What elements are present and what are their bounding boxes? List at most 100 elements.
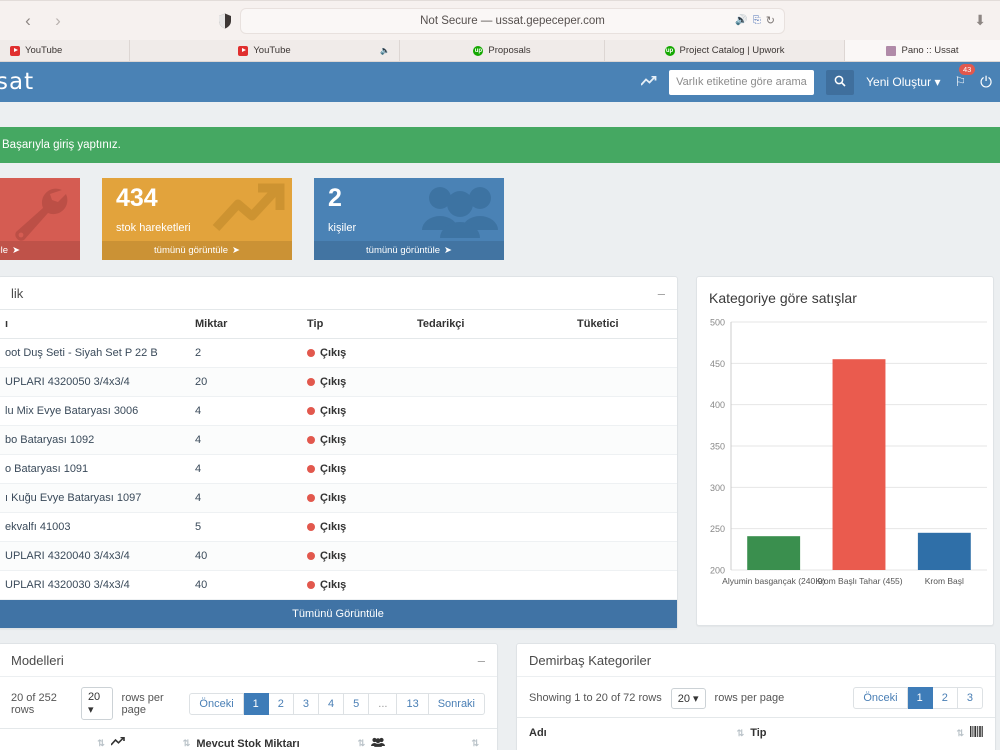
barcode-icon[interactable]	[970, 726, 983, 740]
mute-icon[interactable]: 🔈	[380, 46, 390, 55]
page-next[interactable]: Sonraki	[428, 692, 485, 715]
browser-tab[interactable]: YouTube 🔈	[130, 40, 400, 61]
pano-favicon	[886, 45, 897, 56]
cell-type-label: Çıkış	[320, 376, 347, 388]
sort-icon[interactable]: ⇅	[357, 738, 366, 748]
collapse-icon[interactable]: –	[477, 652, 485, 668]
cell-type: Çıkış	[301, 570, 411, 600]
forward-icon[interactable]: ›	[55, 11, 61, 30]
browser-tab[interactable]: up Project Catalog | Upwork	[605, 40, 845, 61]
trend-up-icon[interactable]	[640, 75, 657, 90]
page-1[interactable]: 1	[243, 692, 269, 715]
col-adi[interactable]: Adı	[529, 727, 547, 739]
table-row[interactable]: UPLARI 4320030 3/4x3/4 40 Çıkış	[0, 570, 677, 600]
table-row[interactable]: ı Kuğu Evye Bataryası 1097 4 Çıkış	[0, 483, 677, 513]
cell-supplier	[411, 367, 571, 397]
table-row[interactable]: bo Bataryası 1092 4 Çıkış	[0, 425, 677, 455]
back-icon[interactable]: ‹	[25, 11, 31, 30]
browser-toolbar: ‹ › Not Secure — ussat.gepeceper.com 🔊 ⎘…	[0, 0, 1000, 40]
search-input[interactable]	[669, 69, 815, 95]
cell-name[interactable]: bo Bataryası 1092	[0, 425, 189, 455]
stat-card-people[interactable]: 2 kişiler tümünü görüntüle ➤	[314, 178, 504, 260]
page-5[interactable]: 5	[344, 692, 370, 715]
cell-name[interactable]: o Bataryası 1091	[0, 454, 189, 484]
trend-up-icon[interactable]	[110, 736, 125, 750]
stat-card-stock-moves[interactable]: 434 stok hareketleri tümünü görüntüle ➤	[102, 178, 292, 260]
col-quantity[interactable]: Miktar	[189, 309, 301, 339]
collapse-icon[interactable]: –	[657, 285, 665, 301]
table-body: oot Duş Seti - Siyah Set P 22 B 2 Çıkış …	[0, 338, 677, 600]
page-2[interactable]: 2	[932, 687, 958, 709]
cell-supplier	[411, 338, 571, 368]
table-row[interactable]: UPLARI 4320040 3/4x3/4 40 Çıkış	[0, 541, 677, 571]
notifications-flag[interactable]: ⚐ 43	[952, 64, 975, 91]
cell-name[interactable]: lu Mix Evye Bataryası 3006	[0, 396, 189, 426]
pagination: Önceki 1 2 3 4 5 ... 13 Sonraki	[189, 692, 485, 715]
cell-name[interactable]: ı Kuğu Evye Bataryası 1097	[0, 483, 189, 513]
arrow-circle-right-icon: ➤	[12, 245, 21, 256]
cell-name[interactable]: UPLARI 4320040 3/4x3/4	[0, 541, 189, 571]
cell-name[interactable]: ekvalfı 41003	[0, 512, 189, 542]
people-icon[interactable]	[371, 737, 386, 750]
page-2[interactable]: 2	[268, 692, 294, 715]
col-current-stock[interactable]: Mevcut Stok Miktarı	[196, 737, 300, 750]
cell-name[interactable]: UPLARI 4320030 3/4x3/4	[0, 570, 189, 600]
col-consumer[interactable]: Tüketici	[571, 309, 677, 339]
cell-name[interactable]: UPLARI 4320050 3/4x3/4	[0, 367, 189, 397]
stat-label: stok hareketleri	[116, 222, 191, 234]
reload-icon[interactable]: ↻	[765, 15, 775, 27]
col-type[interactable]: Tip	[301, 309, 411, 339]
url-action-icons: 🔊 ⎘ ↻	[735, 14, 775, 27]
table-row[interactable]: o Bataryası 1091 4 Çıkış	[0, 454, 677, 484]
translate-icon[interactable]: ⎘	[752, 15, 761, 26]
chart-area: 200 250 300 350 400 450 500 Alyumin basgançak (…	[697, 312, 993, 602]
cell-quantity: 4	[189, 454, 301, 484]
rows-per-page-select[interactable]: 20 ▾	[80, 687, 113, 720]
sort-icon[interactable]: ⇅	[471, 738, 479, 748]
table-row[interactable]: UPLARI 4320050 3/4x3/4 20 Çıkış	[0, 367, 677, 397]
stat-card-models[interactable]: modelleri ünü görüntüle ➤	[0, 178, 80, 260]
table-row[interactable]: oot Duş Seti - Siyah Set P 22 B 2 Çıkış	[0, 338, 677, 368]
table-head: ı Miktar Tip Tedarikçi Tüketici	[0, 309, 677, 339]
brand-logo[interactable]: sat	[0, 69, 35, 95]
search-button[interactable]	[826, 69, 855, 95]
table-row[interactable]: lu Mix Evye Bataryası 3006 4 Çıkış	[0, 396, 677, 426]
create-new-button[interactable]: Yeni Oluştur ▾	[866, 75, 940, 89]
bar-chart[interactable]: 200 250 300 350 400 450 500 Alyumin basgançak (…	[697, 312, 989, 600]
col-name[interactable]: ı	[0, 309, 189, 339]
downloads-icon[interactable]: ⬇	[974, 12, 986, 28]
cell-name[interactable]: oot Duş Seti - Siyah Set P 22 B	[0, 338, 189, 368]
page-13[interactable]: 13	[397, 692, 429, 715]
cell-quantity: 4	[189, 396, 301, 426]
view-all-button[interactable]: Tümünü Görüntüle	[0, 600, 677, 628]
url-input[interactable]: Not Secure — ussat.gepeceper.com 🔊 ⎘ ↻	[240, 7, 785, 34]
sort-icon[interactable]: ⇅	[182, 738, 191, 748]
sort-icon[interactable]: ⇅	[956, 727, 964, 738]
stat-footer-label: tümünü görüntüle	[366, 245, 440, 256]
browser-tab[interactable]: up Proposals	[400, 40, 605, 61]
table-row[interactable]: ekvalfı 41003 5 Çıkış	[0, 512, 677, 542]
cell-consumer	[571, 367, 677, 397]
stat-footer-link[interactable]: ünü görüntüle ➤	[0, 241, 80, 260]
rows-per-page-select[interactable]: 20 ▾	[670, 687, 706, 709]
power-icon[interactable]: ⏻	[980, 73, 992, 91]
page-prev[interactable]: Önceki	[853, 687, 908, 709]
upwork-favicon: up	[473, 45, 484, 56]
stat-footer-link[interactable]: tümünü görüntüle ➤	[102, 241, 292, 260]
col-supplier[interactable]: Tedarikçi	[411, 309, 571, 339]
page-3[interactable]: 3	[293, 692, 320, 715]
sort-icon[interactable]: ⇅	[97, 738, 105, 748]
page-3[interactable]: 3	[957, 687, 983, 709]
page-1[interactable]: 1	[907, 687, 933, 709]
stat-footer-link[interactable]: tümünü görüntüle ➤	[314, 241, 504, 260]
browser-tab-active[interactable]: Pano :: Ussat	[845, 40, 1000, 61]
audio-playing-icon[interactable]: 🔊	[735, 15, 748, 26]
col-tip[interactable]: Tip	[750, 727, 767, 739]
browser-tab[interactable]: YouTube	[0, 40, 130, 61]
sort-icon[interactable]: ⇅	[736, 727, 745, 738]
page-4[interactable]: 4	[319, 692, 345, 715]
page-prev[interactable]: Önceki	[189, 692, 244, 715]
cell-consumer	[571, 541, 677, 571]
shield-icon[interactable]	[218, 13, 232, 29]
svg-text:Alyumin basgançak (240.9): Alyumin basgançak (240.9)	[722, 576, 825, 586]
